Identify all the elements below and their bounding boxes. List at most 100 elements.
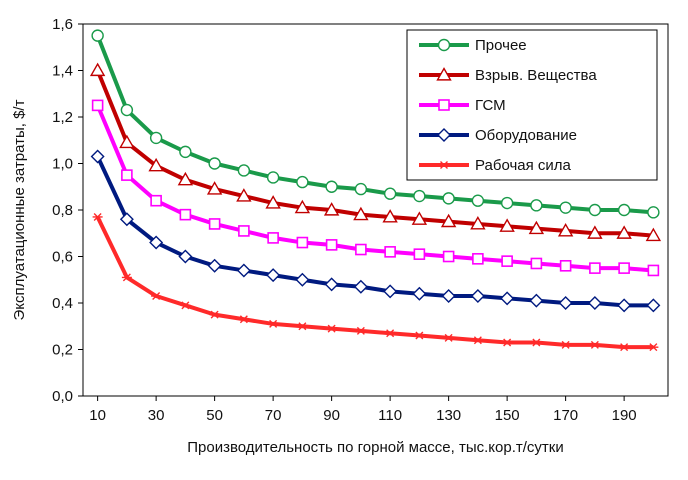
data-point — [177, 171, 194, 186]
x-tick-label: 130 — [436, 407, 461, 424]
data-point — [441, 289, 456, 304]
data-point — [558, 296, 573, 310]
data-point — [383, 187, 397, 200]
data-point — [120, 103, 134, 117]
series-layer — [89, 29, 662, 352]
x-tick-label: 150 — [495, 407, 520, 424]
data-point — [648, 343, 659, 352]
x-tick-label: 70 — [265, 407, 282, 424]
data-point — [382, 209, 398, 223]
data-point — [411, 211, 428, 225]
data-point — [323, 202, 340, 216]
data-point — [413, 189, 426, 203]
legend-label: Взрыв. Вещества — [475, 67, 597, 84]
data-point — [149, 131, 163, 145]
data-point — [236, 188, 252, 202]
series-triangle — [89, 62, 662, 242]
data-point — [413, 248, 426, 260]
data-point — [294, 199, 311, 214]
y-tick-label: 0,0 — [52, 388, 73, 405]
x-tick-label: 190 — [612, 407, 637, 424]
data-point — [355, 243, 367, 256]
data-point — [501, 255, 513, 267]
data-point — [412, 286, 427, 301]
data-point — [499, 218, 515, 232]
data-point — [354, 182, 368, 196]
data-point — [502, 338, 513, 347]
data-point — [531, 338, 542, 347]
data-point — [616, 225, 632, 239]
data-point — [647, 264, 660, 277]
data-point — [326, 324, 337, 333]
x-tick-label: 10 — [89, 407, 106, 424]
data-point — [443, 333, 454, 342]
y-tick-label: 1,0 — [52, 156, 73, 173]
data-point — [589, 340, 600, 349]
y-tick-label: 1,6 — [52, 16, 73, 33]
y-tick-label: 1,4 — [52, 63, 73, 80]
data-point — [295, 272, 310, 287]
legend-item: Оборудование — [419, 127, 577, 144]
data-point — [528, 220, 545, 235]
legend-item: Прочее — [419, 37, 527, 54]
axes: 0,0 0,2 0,4 0,6 0,8 1,0 1,2 1,4 1,6 10 30 50 70 90 110… — [52, 16, 669, 424]
data-point — [121, 273, 132, 282]
data-point — [265, 195, 281, 209]
data-point — [587, 296, 602, 310]
legend-item: Взрыв. Вещества — [419, 67, 597, 84]
data-point — [296, 175, 309, 189]
data-point — [325, 180, 338, 193]
data-point — [207, 258, 222, 273]
data-point — [560, 340, 571, 349]
x-tick-label: 30 — [148, 407, 165, 424]
data-point — [266, 171, 280, 184]
data-point — [178, 249, 193, 264]
x-tick-label: 90 — [323, 407, 340, 424]
series-diamond — [90, 149, 661, 313]
data-point — [209, 310, 220, 319]
legend-item: Рабочая сила — [419, 157, 572, 174]
data-point — [150, 194, 162, 207]
data-point — [297, 322, 308, 331]
data-point — [92, 212, 103, 221]
data-point — [619, 343, 630, 352]
y-tick-label: 0,4 — [52, 295, 73, 312]
x-tick-label: 170 — [553, 407, 578, 424]
legend-item: ГСМ — [419, 97, 506, 114]
data-point — [647, 206, 660, 219]
x-axis-title: Производительность по горной массе, тыс.… — [187, 439, 563, 456]
data-point — [557, 223, 574, 237]
data-point — [470, 289, 485, 304]
data-point — [89, 62, 106, 77]
data-point — [325, 239, 338, 251]
legend-marker — [439, 161, 449, 169]
y-axis-title: Эксплуатационные затраты, $/т — [11, 99, 28, 320]
data-point — [151, 292, 162, 301]
data-point — [121, 169, 133, 181]
data-point — [91, 99, 104, 112]
data-point — [236, 263, 251, 278]
data-point — [559, 259, 572, 272]
y-tick-label: 0,2 — [52, 342, 73, 359]
data-point — [266, 268, 281, 283]
x-tick-label: 110 — [378, 407, 402, 424]
legend-marker — [436, 67, 452, 81]
data-point — [617, 298, 632, 313]
y-tick-label: 0,8 — [52, 202, 73, 219]
data-point — [472, 336, 483, 345]
data-point — [500, 291, 515, 306]
data-point — [530, 257, 543, 270]
data-point — [90, 149, 105, 164]
data-point — [91, 29, 104, 42]
x-tick-label: 50 — [206, 407, 223, 424]
legend-label: Оборудование — [475, 127, 577, 144]
data-point — [440, 213, 457, 228]
data-point — [385, 329, 396, 338]
data-point — [353, 206, 369, 221]
legend-label: ГСМ — [475, 97, 506, 114]
legend-marker — [437, 38, 451, 52]
data-point — [237, 164, 251, 177]
data-point — [353, 279, 368, 294]
legend-label: Рабочая сила — [475, 157, 572, 174]
data-point — [618, 262, 630, 274]
